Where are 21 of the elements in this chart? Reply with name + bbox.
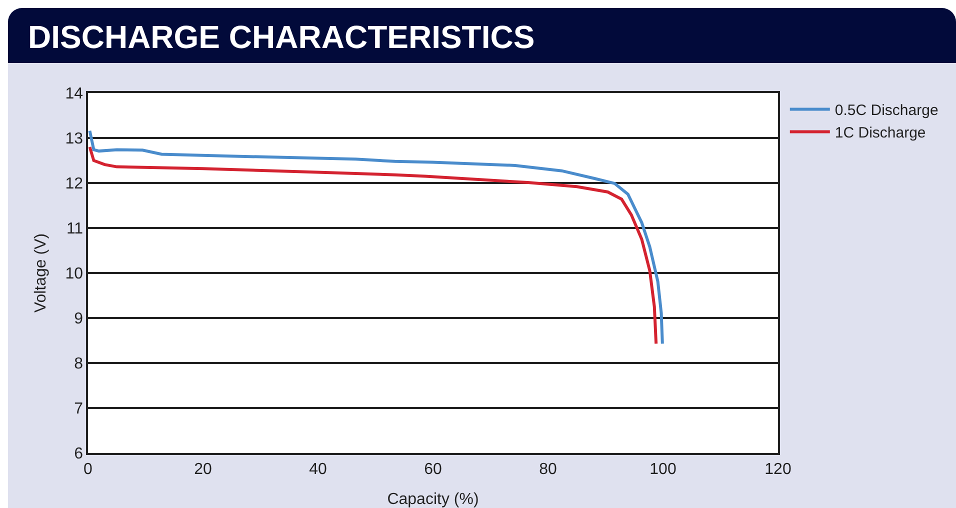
x-tick-label: 0: [84, 460, 93, 478]
x-tick-label: 60: [424, 460, 442, 478]
y-tick-label: 14: [65, 86, 84, 103]
y-tick-label: 8: [74, 356, 84, 373]
x-tick-label: 40: [309, 460, 327, 478]
y-tick-label: 13: [65, 130, 84, 148]
x-tick-label: 120: [764, 460, 792, 478]
y-tick-label: 12: [65, 176, 84, 193]
y-tick-label: 10: [65, 266, 84, 283]
x-tick-label: 100: [650, 460, 676, 478]
x-tick-label: 20: [194, 460, 212, 478]
y-tick-label: 7: [74, 400, 84, 418]
y-tick-label: 9: [74, 310, 84, 328]
y-axis-title: Voltage (V): [32, 233, 50, 313]
y-tick-label: 6: [74, 446, 84, 463]
x-tick-label: 80: [539, 460, 557, 478]
legend-label: 0.5C Discharge: [834, 102, 938, 120]
x-axis-title: Capacity (%): [387, 491, 479, 508]
legend-label: 1C Discharge: [834, 124, 926, 142]
chart-title: DISCHARGE CHARACTERISTICS: [8, 8, 956, 63]
y-tick-label: 11: [66, 220, 84, 238]
